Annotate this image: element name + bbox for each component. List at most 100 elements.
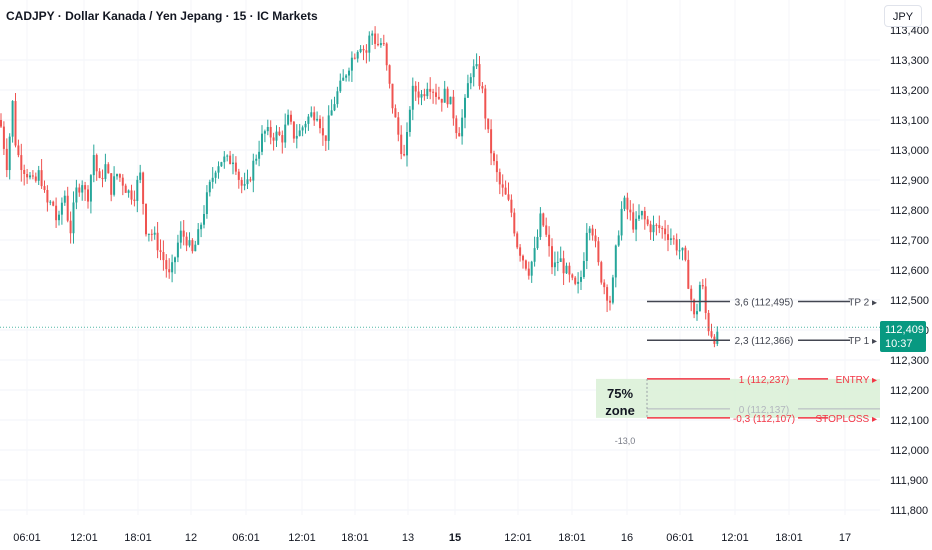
candle-up [214, 172, 217, 178]
time-tick-label: 15 [449, 532, 461, 544]
candle-down [362, 49, 365, 51]
candle-up [339, 80, 342, 92]
candle-down [507, 194, 510, 200]
candle-down [272, 137, 275, 141]
fib-levels: 3,6 (112,495) TP 2 ▸ 2,3 (112,366) TP 1 ▸ 1 … [0, 298, 880, 446]
candle-up [556, 261, 559, 263]
candle-up [203, 214, 205, 225]
fib-zone-fill [596, 378, 880, 418]
time-tick-label: 06:01 [666, 532, 694, 544]
candle-down [43, 186, 46, 190]
candle-up [379, 43, 382, 46]
candle-down [17, 145, 20, 156]
price-axis: 113,300 113,200 113,100 113,000 112,900 112,8… [884, 5, 929, 517]
candle-up [113, 176, 116, 195]
candle-down [87, 189, 89, 202]
candle-up [8, 136, 11, 171]
fib-zone-layer [596, 378, 880, 418]
candle-up [217, 166, 220, 173]
candle-up [60, 202, 63, 215]
candle-up [200, 224, 203, 230]
candle-up [307, 116, 310, 124]
candle-up [611, 277, 614, 303]
candle-down [435, 92, 437, 97]
time-tick-label: 13 [402, 532, 414, 544]
time-tick-label: 12 [185, 532, 197, 544]
price-tick-label: 113,300 [890, 55, 929, 67]
currency-button[interactable]: JPY [884, 5, 922, 27]
candle-up [211, 177, 214, 182]
candle-up [127, 190, 130, 193]
candle-down [548, 234, 551, 247]
candle-up [342, 77, 345, 81]
last-price-badge: 112,409 10:37 [880, 321, 926, 352]
candle-up [426, 88, 429, 97]
candle-down [118, 174, 121, 178]
candle-down [571, 274, 574, 278]
candle-down [107, 164, 110, 174]
candle-down [661, 228, 664, 230]
candle-up [136, 179, 139, 201]
candle-down [290, 114, 292, 122]
candle-down [121, 177, 124, 186]
candle-up [104, 164, 107, 179]
zone-label: 75% zone [600, 385, 640, 419]
candle-up [171, 262, 174, 273]
candle-down [278, 131, 281, 136]
candle-up [304, 123, 307, 128]
candle-down [432, 91, 435, 93]
candle-up [582, 261, 585, 278]
candle-down [446, 88, 449, 105]
candle-down [240, 179, 243, 186]
candle-down [269, 126, 272, 138]
candle-down [423, 94, 426, 97]
candle-down [414, 85, 417, 92]
candle-up [580, 277, 582, 282]
candle-down [281, 135, 284, 143]
level-label: 3,6 (112,495) [735, 298, 794, 309]
level-label: 2,3 (112,366) [735, 336, 794, 347]
candle-down [397, 117, 400, 135]
candle-down [101, 177, 104, 179]
candle-down [313, 112, 316, 121]
candle-up [147, 233, 150, 235]
candle-up [197, 229, 200, 245]
candle-up [623, 197, 626, 209]
candle-up [255, 158, 258, 161]
candle-up [350, 57, 353, 71]
candle-down [400, 134, 403, 155]
candle-down [437, 96, 440, 99]
candle-down [629, 209, 632, 213]
candle-down [429, 88, 432, 92]
candle-down [684, 247, 687, 260]
candle-up [559, 258, 562, 262]
candle-down [643, 210, 646, 220]
candle-down [31, 175, 34, 177]
candle-down [504, 187, 507, 195]
candle-down [704, 286, 707, 313]
candle-down [545, 225, 548, 235]
candle-down [145, 204, 147, 235]
candle-down [574, 277, 577, 284]
price-tick-label: 113,000 [890, 145, 929, 157]
candle-down [382, 43, 385, 45]
candle-up [368, 35, 371, 53]
bar-countdown: 10:37 [885, 338, 913, 350]
candle-down [551, 246, 553, 268]
candle-up [226, 155, 229, 157]
candle-up [275, 131, 278, 141]
candle-down [2, 126, 5, 149]
candle-up [327, 115, 330, 141]
candle-down [150, 233, 153, 235]
candle-up [116, 174, 118, 177]
candle-down [321, 128, 324, 136]
candle-up [356, 51, 359, 59]
candle-down [391, 83, 394, 109]
candle-down [655, 224, 658, 226]
price-tick-label: 111,800 [890, 505, 928, 517]
candle-down [168, 269, 171, 273]
candle-down [513, 212, 516, 234]
candle-down [319, 118, 321, 129]
candle-up [252, 160, 255, 181]
